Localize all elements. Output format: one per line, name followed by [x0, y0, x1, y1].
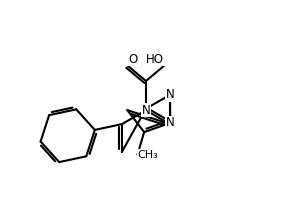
- Text: N: N: [166, 116, 175, 129]
- Text: N: N: [142, 104, 150, 117]
- Text: O: O: [128, 53, 137, 66]
- Text: CH₃: CH₃: [137, 150, 158, 160]
- Text: HO: HO: [146, 53, 164, 66]
- Text: N: N: [166, 88, 174, 101]
